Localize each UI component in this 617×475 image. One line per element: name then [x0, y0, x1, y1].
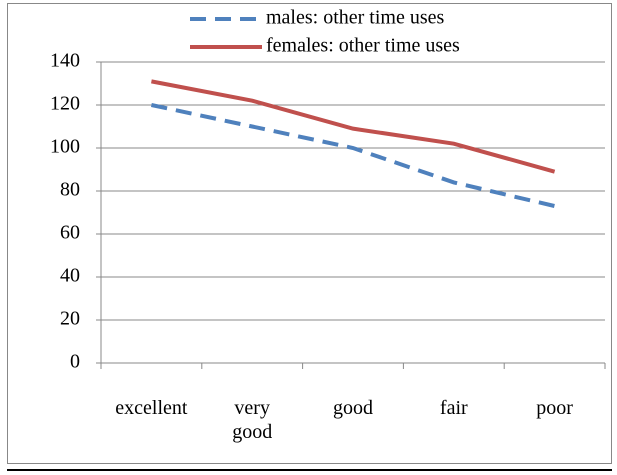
legend-label: males: other time uses: [266, 7, 445, 29]
y-tick-label: 80: [60, 179, 80, 201]
x-tick-label: very good: [232, 397, 273, 443]
y-tick-label: 60: [60, 222, 80, 244]
y-tick-label: 140: [50, 50, 80, 72]
series-line: [151, 79, 556, 174]
legend-label: females: other time uses: [266, 35, 460, 57]
series-line: [150, 103, 556, 208]
y-tick-label: 0: [70, 351, 80, 373]
y-tick-label: 120: [50, 93, 80, 115]
y-tick-label: 20: [60, 308, 80, 330]
x-tick-label: fair: [439, 397, 468, 419]
y-tick-label: 40: [60, 265, 80, 287]
x-tick-label: poor: [536, 397, 573, 419]
chart-border: [7, 3, 612, 464]
y-tick-label: 100: [50, 136, 80, 158]
x-tick-label: good: [333, 397, 373, 419]
x-tick-label: excellent: [115, 397, 188, 419]
